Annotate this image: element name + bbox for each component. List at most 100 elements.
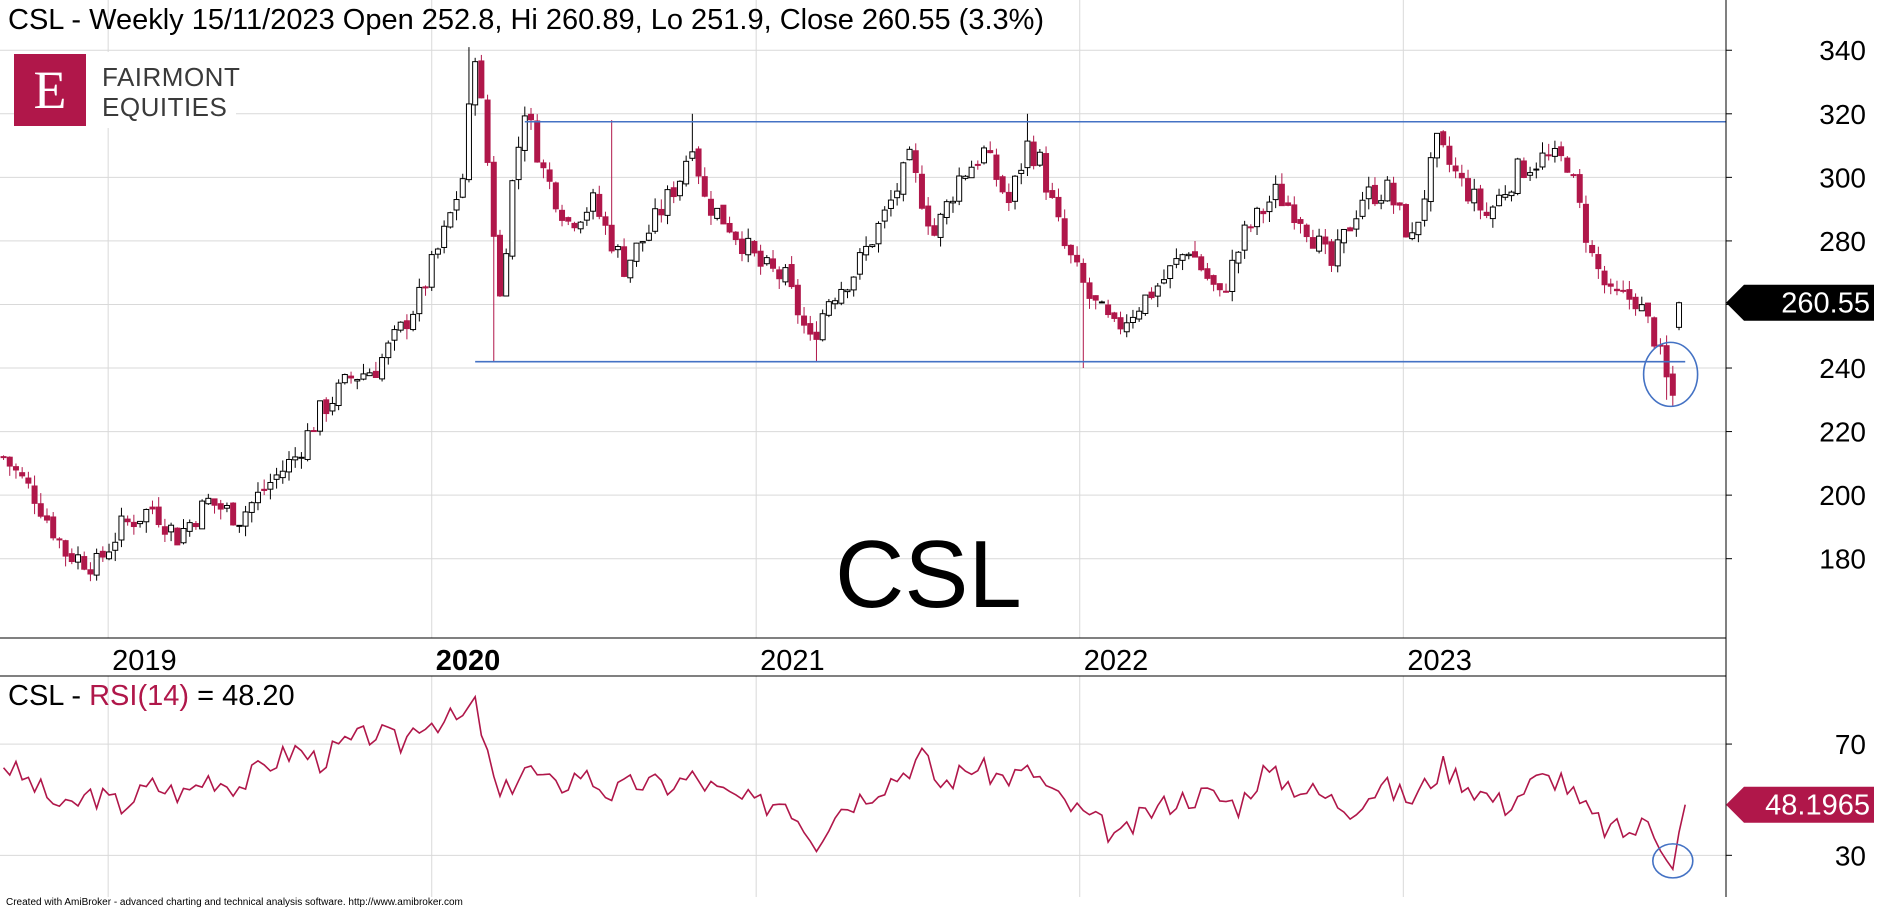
candle [1111,311,1118,322]
candle-body [1607,283,1614,287]
candle-body [875,222,882,245]
candle-body [1409,232,1416,240]
candle-body [484,99,491,163]
candle [1452,157,1459,179]
candle-body [832,300,839,305]
candle [199,499,206,530]
candle [1185,252,1192,260]
candle [943,199,950,225]
candle [1012,175,1019,210]
price-tick-label: 280 [1819,226,1866,257]
candle-body [776,269,783,280]
candle [93,548,100,581]
candle [738,231,745,262]
candle-body [745,237,752,256]
candle [1514,157,1521,196]
candle-body [1489,206,1496,220]
candle-body [956,175,963,202]
candle [1440,130,1447,148]
candle-body [726,222,733,233]
candle [1446,136,1453,173]
candle-body [385,342,392,359]
candle-body [782,267,789,283]
candle-body [1626,289,1633,300]
candle [1651,316,1658,350]
candle [285,451,292,481]
candle [1496,188,1503,207]
rsi-gridlines [0,743,1726,856]
candle [1520,157,1527,179]
candle-body [1539,152,1546,168]
candle [1465,169,1472,204]
candle [19,467,26,479]
candle-body [1303,224,1310,238]
candle [1098,300,1105,304]
candle-body [757,250,764,267]
candle-body [1421,198,1428,221]
candle [180,519,187,545]
candle [403,314,410,340]
candle [298,452,305,469]
candle [1204,262,1211,281]
candle [56,537,63,549]
candle-body [863,245,870,256]
candle-body [1471,188,1478,204]
candle-body [689,151,696,159]
candle [1160,269,1167,285]
candle-body [366,372,373,377]
candle [763,255,770,266]
candle-body [540,162,547,169]
candle [1179,253,1186,271]
candle-body [161,526,168,535]
candle [341,373,348,385]
candle-body [428,254,435,288]
candle-body [1502,194,1509,198]
candle [1632,293,1639,316]
candle-body [490,161,497,237]
candle-body [1111,312,1118,319]
candle [441,220,448,254]
candle-body [1092,295,1099,301]
candle-body [75,554,82,563]
year-tick-label: 2022 [1084,645,1149,677]
candle-body [1123,322,1130,333]
candle [1266,195,1273,222]
candle-body [1347,227,1354,232]
candle-body [738,238,745,255]
candle [1402,203,1409,238]
candle-body [496,234,503,297]
candle [174,527,181,546]
candle [1427,152,1434,212]
candle-body [676,180,683,197]
candle-body [1638,304,1645,312]
candle-body [447,212,454,228]
candle-body [807,323,814,335]
candle [99,546,106,562]
candle-body [372,370,379,378]
candle [658,199,665,223]
candle [1545,143,1552,161]
candle [1421,190,1428,227]
candle-body [19,472,26,477]
candle-body [1632,296,1639,310]
candle-body [968,166,975,179]
candle-body [410,313,417,331]
candle [509,179,516,260]
candle [1458,164,1465,187]
candle-body [664,189,671,216]
rsi-symbol: CSL - [8,680,90,712]
candle [819,309,826,342]
candle-body [248,502,255,513]
candle-body [50,516,57,539]
candle [701,167,708,198]
candle-body [701,176,708,197]
candle-body [1055,196,1062,218]
candle-body [0,456,7,459]
candle-body [844,289,851,293]
candle-body [1241,224,1248,251]
candle [1676,301,1683,331]
candle-body [1651,317,1658,347]
candle [397,321,404,333]
candle-body [608,224,615,252]
